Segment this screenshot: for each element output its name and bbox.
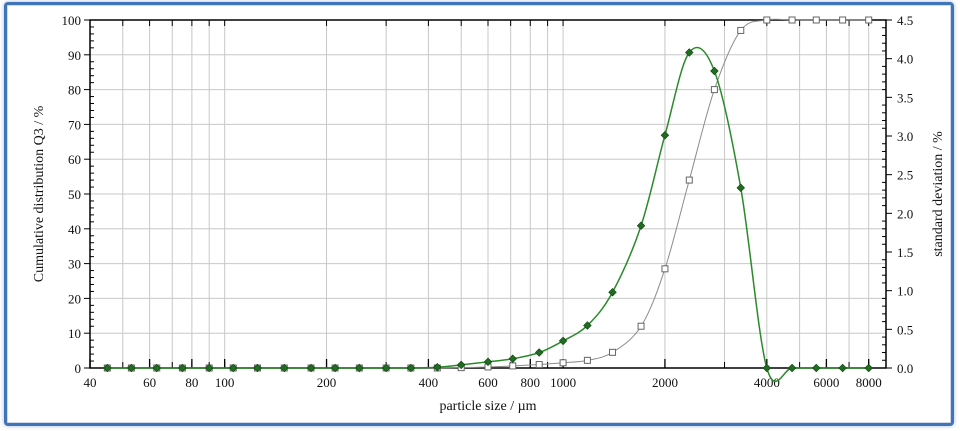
data-point (535, 361, 543, 369)
x-tick-label: 800 (521, 375, 541, 390)
data-point (865, 16, 873, 24)
y-tick-label: 80 (68, 83, 81, 98)
y-tick-label: 60 (68, 152, 81, 167)
data-point (710, 66, 719, 76)
x-tick-label: 100 (215, 375, 235, 390)
data-point (787, 363, 797, 373)
x-tick-label: 40 (84, 375, 97, 390)
y-tick-label: 90 (68, 48, 81, 63)
axis-ticks: 0 10 20 30 40 50 60 70 80 90 100 0.0 0.5 1.0 1.5 2.0 2.5… (62, 13, 914, 390)
y2-tick-label: 1.0 (897, 284, 913, 299)
y2-tick-label: 0.0 (897, 361, 913, 376)
data-point (127, 363, 136, 373)
data-point (253, 363, 262, 373)
y-axis-label: Cumulative distribution Q3 / % (32, 105, 47, 282)
series-line (107, 46, 869, 383)
data-point (685, 176, 693, 184)
data-point (534, 348, 544, 357)
x-tick-label: 4000 (754, 375, 780, 390)
data-point (788, 16, 796, 24)
y-tick-label: 100 (62, 13, 82, 28)
data-point (280, 363, 289, 373)
data-point (608, 287, 617, 297)
x-tick-label: 60 (143, 375, 156, 390)
data-point (204, 363, 214, 373)
data-point (737, 26, 745, 34)
data-point (306, 363, 316, 373)
y-tick-label: 70 (68, 117, 81, 132)
data-point (609, 348, 617, 356)
data-point (558, 336, 568, 346)
chart-grid (90, 20, 886, 368)
y-tick-label: 0 (75, 361, 82, 376)
data-point (636, 221, 646, 230)
data-point (355, 363, 364, 373)
data-point (583, 321, 592, 330)
x-tick-label: 2000 (652, 375, 678, 390)
x-tick-label: 6000 (813, 375, 839, 390)
data-point (456, 360, 466, 370)
data-point (406, 363, 416, 373)
y2-tick-label: 4.5 (897, 13, 913, 28)
x-tick-label: 600 (478, 375, 498, 390)
data-point (559, 359, 567, 367)
data-point (661, 265, 669, 273)
y-tick-label: 30 (68, 257, 81, 272)
x-tick-label: 8000 (856, 375, 882, 390)
data-point (637, 322, 645, 330)
data-point (433, 363, 442, 372)
y2-tick-label: 1.5 (897, 245, 913, 260)
data-point (812, 16, 820, 24)
data-point (178, 363, 187, 373)
y2-tick-label: 3.5 (897, 90, 913, 105)
x-axis-label: particle size / µm (439, 399, 536, 414)
x-tick-label: 400 (419, 375, 439, 390)
data-point (229, 363, 238, 373)
data-point (685, 48, 694, 57)
y-tick-label: 10 (68, 326, 81, 341)
y2-tick-label: 2.0 (897, 206, 913, 221)
data-point (483, 357, 493, 367)
data-point (583, 356, 591, 364)
data-point (508, 354, 517, 363)
data-point (812, 363, 821, 373)
y2-tick-label: 2.5 (897, 168, 913, 183)
chart-frame (4, 2, 954, 426)
data-point (710, 86, 718, 94)
y-tick-label: 50 (68, 187, 81, 202)
y2-tick-label: 4.0 (897, 52, 913, 67)
y2-tick-label: 3.0 (897, 129, 913, 144)
data-point (330, 363, 340, 373)
series-layer (103, 16, 873, 383)
y-tick-label: 40 (68, 222, 81, 237)
y-tick-label: 20 (68, 291, 81, 306)
data-point (864, 363, 873, 373)
data-point (660, 131, 670, 140)
data-point (152, 363, 161, 373)
y2-tick-label: 0.5 (897, 322, 913, 337)
x-tick-label: 80 (185, 375, 198, 390)
data-point (838, 363, 847, 373)
data-point (763, 16, 771, 24)
data-point (839, 16, 847, 24)
y2-axis-label: standard deviation / % (931, 131, 946, 257)
data-point (736, 183, 745, 193)
data-point (509, 362, 517, 370)
data-point (762, 363, 772, 373)
data-point (381, 363, 391, 373)
series-1 (103, 46, 873, 383)
data-point (103, 363, 112, 373)
x-tick-label: 200 (317, 375, 337, 390)
x-tick-label: 1000 (550, 375, 576, 390)
